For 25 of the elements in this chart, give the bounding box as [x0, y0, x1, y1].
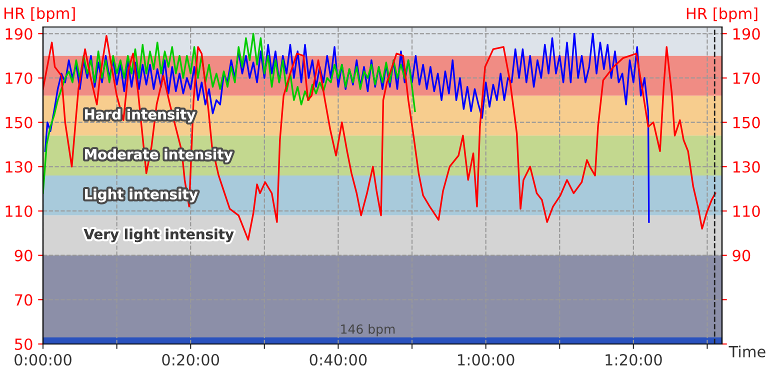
y2-tick-label: 110 — [733, 205, 760, 218]
y2-tick-label: 130 — [733, 161, 760, 173]
annotation: 146 bpm — [341, 324, 395, 336]
y-tick-label: 50 — [15, 338, 32, 350]
x-tick-label: 0:40:00 — [310, 354, 367, 366]
x-axis-title: Time — [728, 346, 766, 358]
y2-axis-title: HR [bpm] — [686, 7, 758, 22]
x-tick-label: 1:20:00 — [606, 354, 662, 366]
y2-tick-label: 150 — [733, 116, 760, 128]
y-tick-label: 130 — [6, 161, 32, 173]
y-tick-label: 190 — [6, 28, 32, 40]
y2-tick-label: 170 — [733, 72, 760, 84]
y-tick-label: 70 — [15, 294, 32, 306]
x-tick-label: 0:00:00 — [14, 354, 72, 366]
y-tick-label: 110 — [6, 205, 32, 218]
y-tick-label: 150 — [6, 116, 32, 128]
band-label: Very light intensity — [84, 228, 234, 242]
x-tick-label: 1:00:00 — [458, 354, 514, 366]
x-tick-label: 0:20:00 — [162, 354, 220, 366]
y-tick-label: 90 — [14, 250, 32, 262]
y-axis-title: HR [bpm] — [4, 7, 75, 22]
line-series — [44, 32, 650, 223]
y-tick-label: 170 — [6, 72, 32, 84]
y2-tick-label: 90 — [732, 250, 750, 262]
y2-tick-label: 190 — [733, 28, 760, 40]
